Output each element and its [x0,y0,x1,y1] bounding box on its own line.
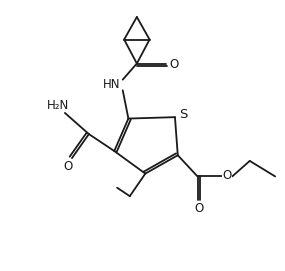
Text: O: O [169,58,178,71]
Text: O: O [194,202,203,215]
Text: O: O [223,169,232,182]
Text: HN: HN [103,78,120,91]
Text: H₂N: H₂N [47,99,69,112]
Text: S: S [179,108,187,121]
Text: O: O [63,160,72,173]
